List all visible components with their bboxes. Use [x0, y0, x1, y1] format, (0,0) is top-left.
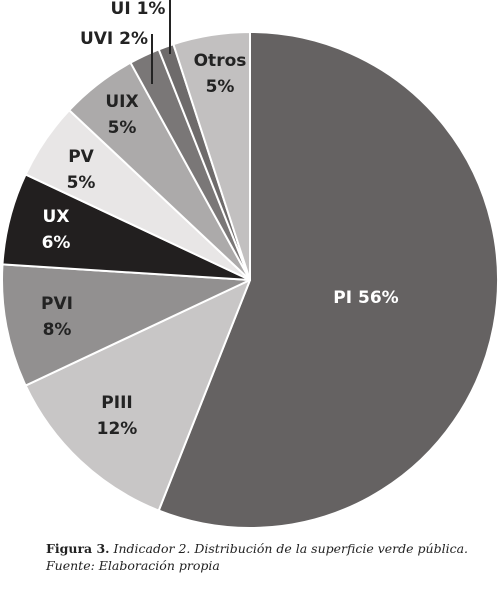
caption-text: Indicador 2. Distribución de la superfic…: [113, 541, 469, 556]
slice-label-line: 5%: [108, 118, 137, 138]
slice-label-pv: PV 5%: [67, 147, 96, 193]
pie-slices: [1, 31, 500, 529]
figure-caption: Figura 3. Indicador 2. Distribución de l…: [46, 540, 496, 574]
slice-label-ui: UI 1%: [111, 0, 166, 19]
slice-label-ux: UX 6%: [42, 207, 71, 253]
slice-label-line: PIII: [101, 393, 132, 413]
slice-labels: PI 56% PIII 12% PVI 8% UX 6% PV 5% UIX 5% UVI 2% UI …: [41, 0, 399, 439]
slice-label-line: UI 1%: [111, 0, 166, 19]
slice-label-otros: Otros 5%: [194, 51, 247, 97]
leader-lines: [151, 0, 171, 84]
slice-label-line: PV: [68, 147, 94, 167]
caption-prefix: Figura 3.: [46, 541, 110, 556]
pie-slice-pi: [157, 31, 500, 529]
pie-chart: PI 56% PIII 12% PVI 8% UX 6% PV 5% UIX 5% UVI 2% UI …: [1, 0, 500, 529]
pie-slice-pvi: [1, 263, 251, 387]
slice-label-line: 5%: [67, 173, 96, 193]
slice-label-line: 8%: [43, 320, 72, 340]
slice-label-line: 5%: [206, 77, 235, 97]
slice-label-uvi: UVI 2%: [80, 29, 148, 49]
pie-slice-piii: [24, 279, 251, 512]
slice-label-pi: PI 56%: [333, 288, 398, 308]
slice-label-line: 6%: [42, 233, 71, 253]
slice-label-line: 12%: [97, 419, 138, 439]
slice-label-pvi: PVI 8%: [41, 294, 73, 340]
caption-source: Fuente: Elaboración propia: [46, 558, 220, 573]
slice-label-line: PI 56%: [333, 288, 398, 308]
slice-label-line: Otros: [194, 51, 247, 71]
slice-label-piii: PIII 12%: [97, 393, 138, 439]
slice-label-line: PVI: [41, 294, 73, 314]
slice-label-line: UX: [43, 207, 70, 227]
slice-label-line: UIX: [105, 92, 138, 112]
slice-label-uix: UIX 5%: [105, 92, 138, 138]
slice-label-line: UVI 2%: [80, 29, 148, 49]
pie-slice-otros: [172, 31, 251, 281]
